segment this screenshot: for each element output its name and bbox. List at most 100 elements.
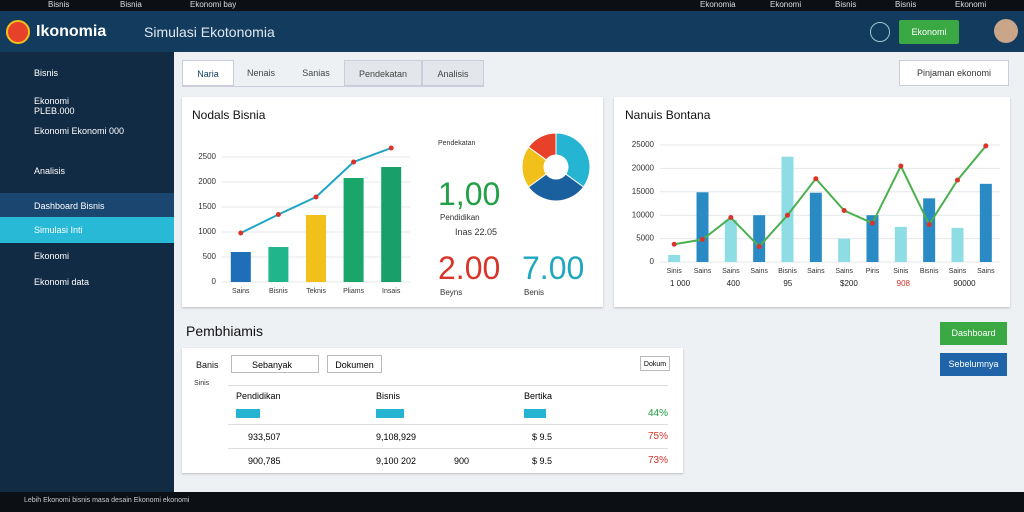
logo-icon — [6, 20, 30, 44]
os-item: Bisnis — [835, 0, 857, 9]
cell: 900 — [454, 456, 470, 466]
y-tick-label: 1000 — [198, 227, 216, 236]
sidebar-item[interactable]: Analisis — [34, 166, 66, 176]
cell: 73% — [648, 455, 669, 466]
y-tick-label: 2500 — [198, 152, 216, 161]
y-tick-label: 2000 — [198, 177, 216, 186]
line — [674, 145, 987, 249]
x-tick-label: Sains — [807, 268, 825, 275]
bar — [894, 226, 907, 262]
bar — [343, 178, 364, 282]
tab[interactable]: Pendekatan — [344, 60, 422, 86]
os-item: Ekonomia — [700, 0, 736, 9]
stat: 2.00 — [438, 250, 501, 286]
column-header: Pendidikan — [236, 391, 281, 401]
x-tick-label: Teknis — [306, 288, 326, 295]
table-panel: Banis Sebanyak Dokumen Dokum Sinis Pendi… — [182, 348, 683, 473]
y-tick-label: 0 — [212, 277, 217, 286]
header-button[interactable]: Ekonomi — [899, 20, 959, 44]
bar — [268, 247, 289, 282]
sidebar-item[interactable]: Ekonomi Ekonomi 000 — [34, 126, 125, 136]
bar — [306, 215, 326, 282]
divider — [228, 448, 668, 449]
sidebar-item[interactable]: Ekonomi PLEB.000 — [34, 96, 75, 116]
y-tick-label: 500 — [203, 252, 217, 261]
line-point — [898, 163, 904, 169]
cell: 44% — [648, 408, 669, 419]
tab[interactable]: Nenais — [246, 68, 275, 78]
stat-note: Pendidikan — [440, 213, 480, 222]
bar — [381, 167, 402, 282]
y-tick-label: 10000 — [632, 210, 655, 219]
pie-slice — [527, 173, 585, 202]
sidebar-selected — [0, 217, 174, 243]
tab[interactable]: Sanias — [302, 68, 330, 78]
line-point — [785, 212, 790, 218]
bar — [230, 252, 251, 282]
pie-slice — [555, 132, 591, 188]
sidebar-item[interactable]: Dashboard Bisnis — [34, 201, 105, 211]
sidebar-active — [0, 193, 174, 217]
sidebar: Bisnis Ekonomi PLEB.000 Ekonomi Ekonomi … — [0, 52, 174, 492]
bar — [866, 215, 879, 262]
x-tick-label: Pliams — [343, 288, 365, 295]
bar — [696, 192, 709, 262]
sync-icon[interactable] — [870, 22, 890, 42]
line-point — [671, 241, 677, 247]
x-tick-label: Sains — [750, 268, 768, 275]
x-tick-label: Piris — [866, 268, 880, 275]
tab[interactable]: Naria — [182, 60, 234, 86]
divider — [228, 424, 668, 425]
line-point — [955, 177, 960, 183]
side-label: Sinis — [194, 380, 210, 387]
avatar[interactable] — [994, 19, 1018, 43]
footer-label: 95 — [783, 279, 792, 288]
cell: 9,100 202 — [376, 456, 417, 466]
line-point — [870, 220, 875, 226]
section-title: Pembhiamis — [186, 323, 264, 339]
button[interactable]: Sebelumnya — [940, 353, 1007, 376]
bar — [753, 215, 766, 262]
line-point — [313, 194, 319, 200]
sidebar-item[interactable]: Bisnis — [34, 68, 59, 78]
y-tick-label: 5000 — [636, 234, 654, 243]
line-point — [813, 176, 819, 182]
os-bar: Bisnis Bisnia Ekonomi bay Ekonomia Ekono… — [0, 0, 1024, 11]
line-point — [983, 143, 989, 149]
button[interactable]: Dashboard — [940, 322, 1007, 345]
bar-cell — [236, 409, 260, 418]
line-point — [841, 208, 847, 214]
dropdown[interactable]: Sebanyak — [231, 355, 319, 373]
dropdown[interactable]: Dokumen — [327, 355, 382, 373]
x-tick-label: Sinis — [893, 268, 909, 275]
cell: 9,108,929 — [376, 432, 417, 442]
pie-slice — [527, 132, 557, 161]
x-tick-label: Sinis — [667, 268, 683, 275]
line-point — [926, 222, 932, 228]
sidebar-item[interactable]: Simulasi Inti — [34, 225, 83, 235]
x-tick-label: Sains — [835, 268, 853, 275]
sidebar-item[interactable]: Ekonomi — [34, 251, 70, 261]
os-item: Ekonomi — [955, 0, 987, 9]
stat-label: Benis — [524, 288, 545, 297]
tab[interactable]: Analisis — [422, 60, 484, 86]
bar-cell — [376, 409, 404, 418]
action-button[interactable]: Pinjaman ekonomi — [899, 60, 1009, 86]
x-tick-label: Bisnis — [920, 268, 939, 275]
bar-cell — [524, 409, 546, 418]
app-title: Simulasi Ekotonomia — [144, 24, 275, 40]
table-button[interactable]: Dokum — [640, 356, 670, 371]
bar — [781, 156, 794, 262]
cell: $ 9.5 — [532, 456, 553, 466]
bar — [668, 254, 681, 262]
footer-label: 90000 — [953, 279, 976, 288]
os-item: Ekonomi bay — [190, 0, 237, 9]
bar — [979, 183, 992, 262]
column-header: Bisnis — [376, 391, 401, 401]
taskbar-text: Lebih Ekonomi bisnis masa desain Ekonomi… — [24, 497, 190, 504]
cell: 75% — [648, 431, 669, 442]
sidebar-item[interactable]: Ekonomi data — [34, 277, 90, 287]
y-tick-label: 1500 — [198, 202, 216, 211]
